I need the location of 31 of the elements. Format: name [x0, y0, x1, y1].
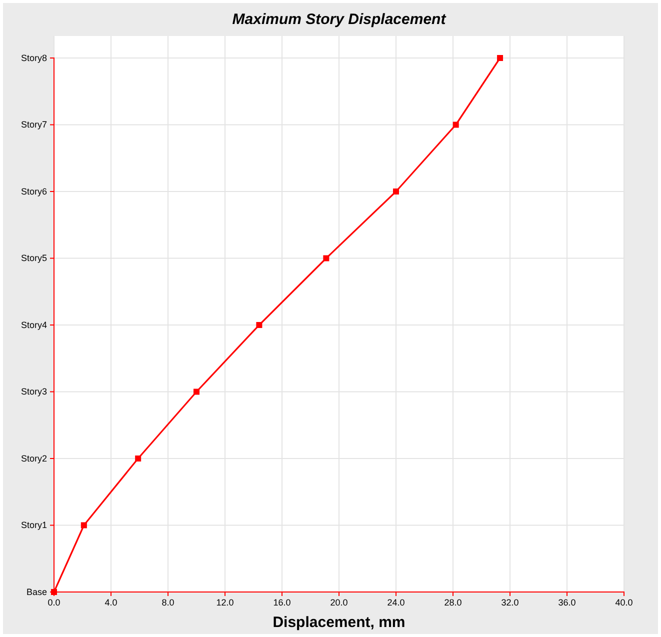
point: [80, 522, 87, 528]
y-tick-label: Story6: [20, 186, 47, 196]
x-tick-label: 16.0: [273, 597, 291, 608]
point: [194, 388, 200, 395]
point: [452, 122, 459, 128]
x-tick-label: 4.0: [104, 597, 118, 608]
point: [256, 322, 262, 328]
point: [135, 456, 142, 462]
x-tick-label: 36.0: [558, 597, 576, 608]
x-axis-title: Displacement, mm: [272, 614, 406, 631]
x-tick-label: 8.0: [162, 597, 174, 608]
point: [497, 55, 504, 61]
x-tick-label: 28.0: [444, 597, 462, 608]
chart-title: Maximum Story Displacement: [232, 11, 447, 28]
x-tick-label: 24.0: [387, 597, 405, 608]
y-tick-label: Story7: [20, 120, 47, 130]
y-tick-label: Story4: [20, 320, 47, 330]
x-tick-label: 0.0: [48, 597, 60, 608]
y-tick-label: Story8: [20, 52, 47, 63]
x-tick-label: 12.0: [216, 597, 234, 608]
point: [393, 188, 399, 194]
y-tick-label: Story2: [20, 453, 47, 464]
point: [51, 589, 57, 595]
x-tick-label: 32.0: [501, 597, 519, 608]
y-tick-label: Story5: [20, 253, 47, 264]
x-tick-label: 20.0: [330, 597, 348, 608]
y-tick-label: Story3: [20, 386, 47, 397]
point: [323, 255, 330, 262]
y-tick-label: Story1: [20, 520, 47, 530]
x-tick-label: 40.0: [615, 597, 633, 608]
y-tick-label: Base: [26, 586, 47, 597]
